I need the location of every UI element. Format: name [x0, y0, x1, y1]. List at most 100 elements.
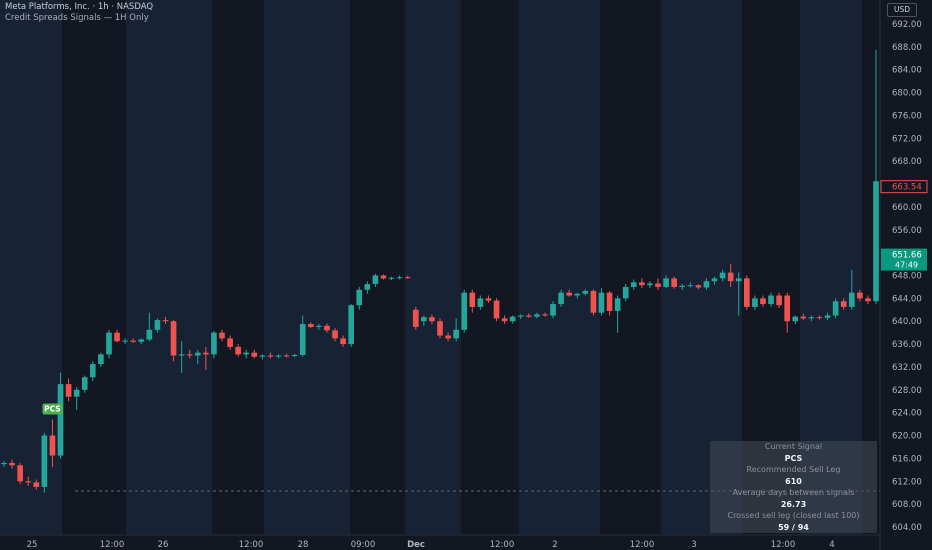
candle-body: [857, 292, 863, 299]
candle-body: [485, 298, 492, 301]
candle-body: [388, 277, 395, 279]
candle-body: [719, 272, 726, 279]
high-price-tag: [880, 180, 928, 194]
crossed-sell-leg-value: 59 / 94: [778, 522, 809, 532]
time-tick-label: 09:00: [351, 540, 376, 550]
price-tick-label: 608.00: [892, 500, 922, 510]
candle-body: [461, 292, 468, 330]
candle-body: [534, 314, 540, 317]
candle-body: [356, 289, 363, 306]
candle-body: [267, 355, 274, 357]
candle-body: [727, 272, 734, 282]
candle-body: [178, 354, 185, 356]
candle-body: [324, 325, 330, 331]
candle-body: [122, 340, 128, 342]
candle-body: [243, 352, 250, 355]
pcs-signal-badge: [42, 403, 63, 415]
current-price-label: 651.66: [892, 251, 922, 261]
candle-body: [598, 292, 605, 313]
session-band: [519, 0, 600, 535]
candle-body: [873, 181, 879, 302]
avg-days-value: 26.73: [780, 499, 807, 509]
candle-body: [227, 338, 233, 347]
candle-body: [25, 481, 32, 483]
sell-leg-label: Recommended Sell Leg: [746, 465, 841, 474]
candle-body: [219, 332, 225, 339]
candle-body: [606, 292, 613, 311]
candles: [1, 49, 879, 493]
candle-body: [550, 304, 556, 316]
candle-body: [235, 346, 241, 355]
candle-body: [469, 292, 476, 307]
candle-body: [332, 330, 338, 339]
candle-body: [170, 321, 177, 356]
crossed-sell-leg-label: Crossed sell leg (closed last 100): [727, 511, 860, 520]
candle-body: [396, 277, 403, 279]
price-scale-background: [880, 0, 932, 550]
candle-body: [509, 316, 516, 322]
price-tick-label: 640.00: [892, 317, 922, 327]
candle-body: [380, 275, 387, 279]
candle-body: [340, 338, 346, 345]
candle-body: [752, 298, 758, 307]
candle-body: [582, 290, 589, 294]
candle-body: [106, 332, 112, 355]
pcs-signal-label: PCS: [44, 405, 61, 414]
candle-body: [316, 325, 322, 327]
candle-body: [283, 355, 290, 357]
candle-body: [1, 462, 7, 465]
candle-body: [622, 286, 629, 299]
price-tick-label: 620.00: [892, 432, 922, 442]
candle-body: [711, 278, 718, 282]
candle-body: [776, 295, 782, 306]
time-axis[interactable]: 25 12:00 26 12:00 28 09:00 Dec 12:00 2 12:00 3 12:0…: [0, 534, 880, 550]
price-axis[interactable]: 604.00 608.00 612.00 616.00 620.00 624.00 628.…: [892, 20, 922, 533]
candle-body: [162, 320, 169, 322]
signal-info-panel: Current Signal PCS Recommended Sell Leg …: [710, 441, 877, 533]
candle-body: [275, 355, 282, 357]
bar-countdown-label: 47:49: [895, 261, 918, 270]
candle-body: [558, 292, 564, 305]
price-tick-label: 692.00: [892, 20, 922, 30]
time-tick-label: 12:00: [490, 540, 515, 550]
candle-body: [816, 317, 823, 319]
candle-body: [792, 316, 799, 322]
candle-body: [307, 324, 314, 327]
price-tick-label: 624.00: [892, 409, 922, 419]
candle-body: [695, 285, 702, 288]
candle-body: [663, 278, 669, 287]
price-tick-label: 688.00: [892, 43, 922, 53]
currency-button[interactable]: USD: [887, 3, 917, 17]
candle-body: [832, 301, 839, 316]
candle-body: [865, 298, 871, 302]
indicator-title: Credit Spreads Signals — 1H Only: [5, 13, 149, 23]
price-tick-label: 660.00: [892, 203, 922, 213]
candle-body: [41, 435, 48, 487]
candle-body: [800, 316, 807, 319]
candle-body: [114, 332, 120, 342]
time-tick-label: 2: [552, 540, 557, 550]
candle-body: [687, 285, 694, 287]
current-signal-value: PCS: [784, 453, 803, 463]
candle-body: [33, 482, 40, 487]
candle-body: [404, 277, 411, 279]
sell-leg-value: 610: [785, 476, 802, 486]
candle-body: [49, 435, 56, 456]
candle-body: [647, 283, 653, 286]
candle-body: [784, 295, 791, 322]
candle-body: [768, 295, 774, 305]
candle-body: [542, 314, 548, 316]
time-tick-label: 12:00: [771, 540, 796, 550]
candle-body: [630, 282, 637, 287]
candle-body: [146, 329, 153, 340]
candle-body: [89, 364, 96, 378]
candle-body: [840, 301, 847, 307]
candle-body: [73, 389, 80, 397]
candle-body: [614, 298, 621, 311]
price-tick-label: 612.00: [892, 477, 922, 487]
candle-body: [743, 278, 750, 307]
candle-body: [251, 352, 258, 357]
price-tick-label: 648.00: [892, 272, 922, 282]
candle-body: [453, 329, 459, 339]
